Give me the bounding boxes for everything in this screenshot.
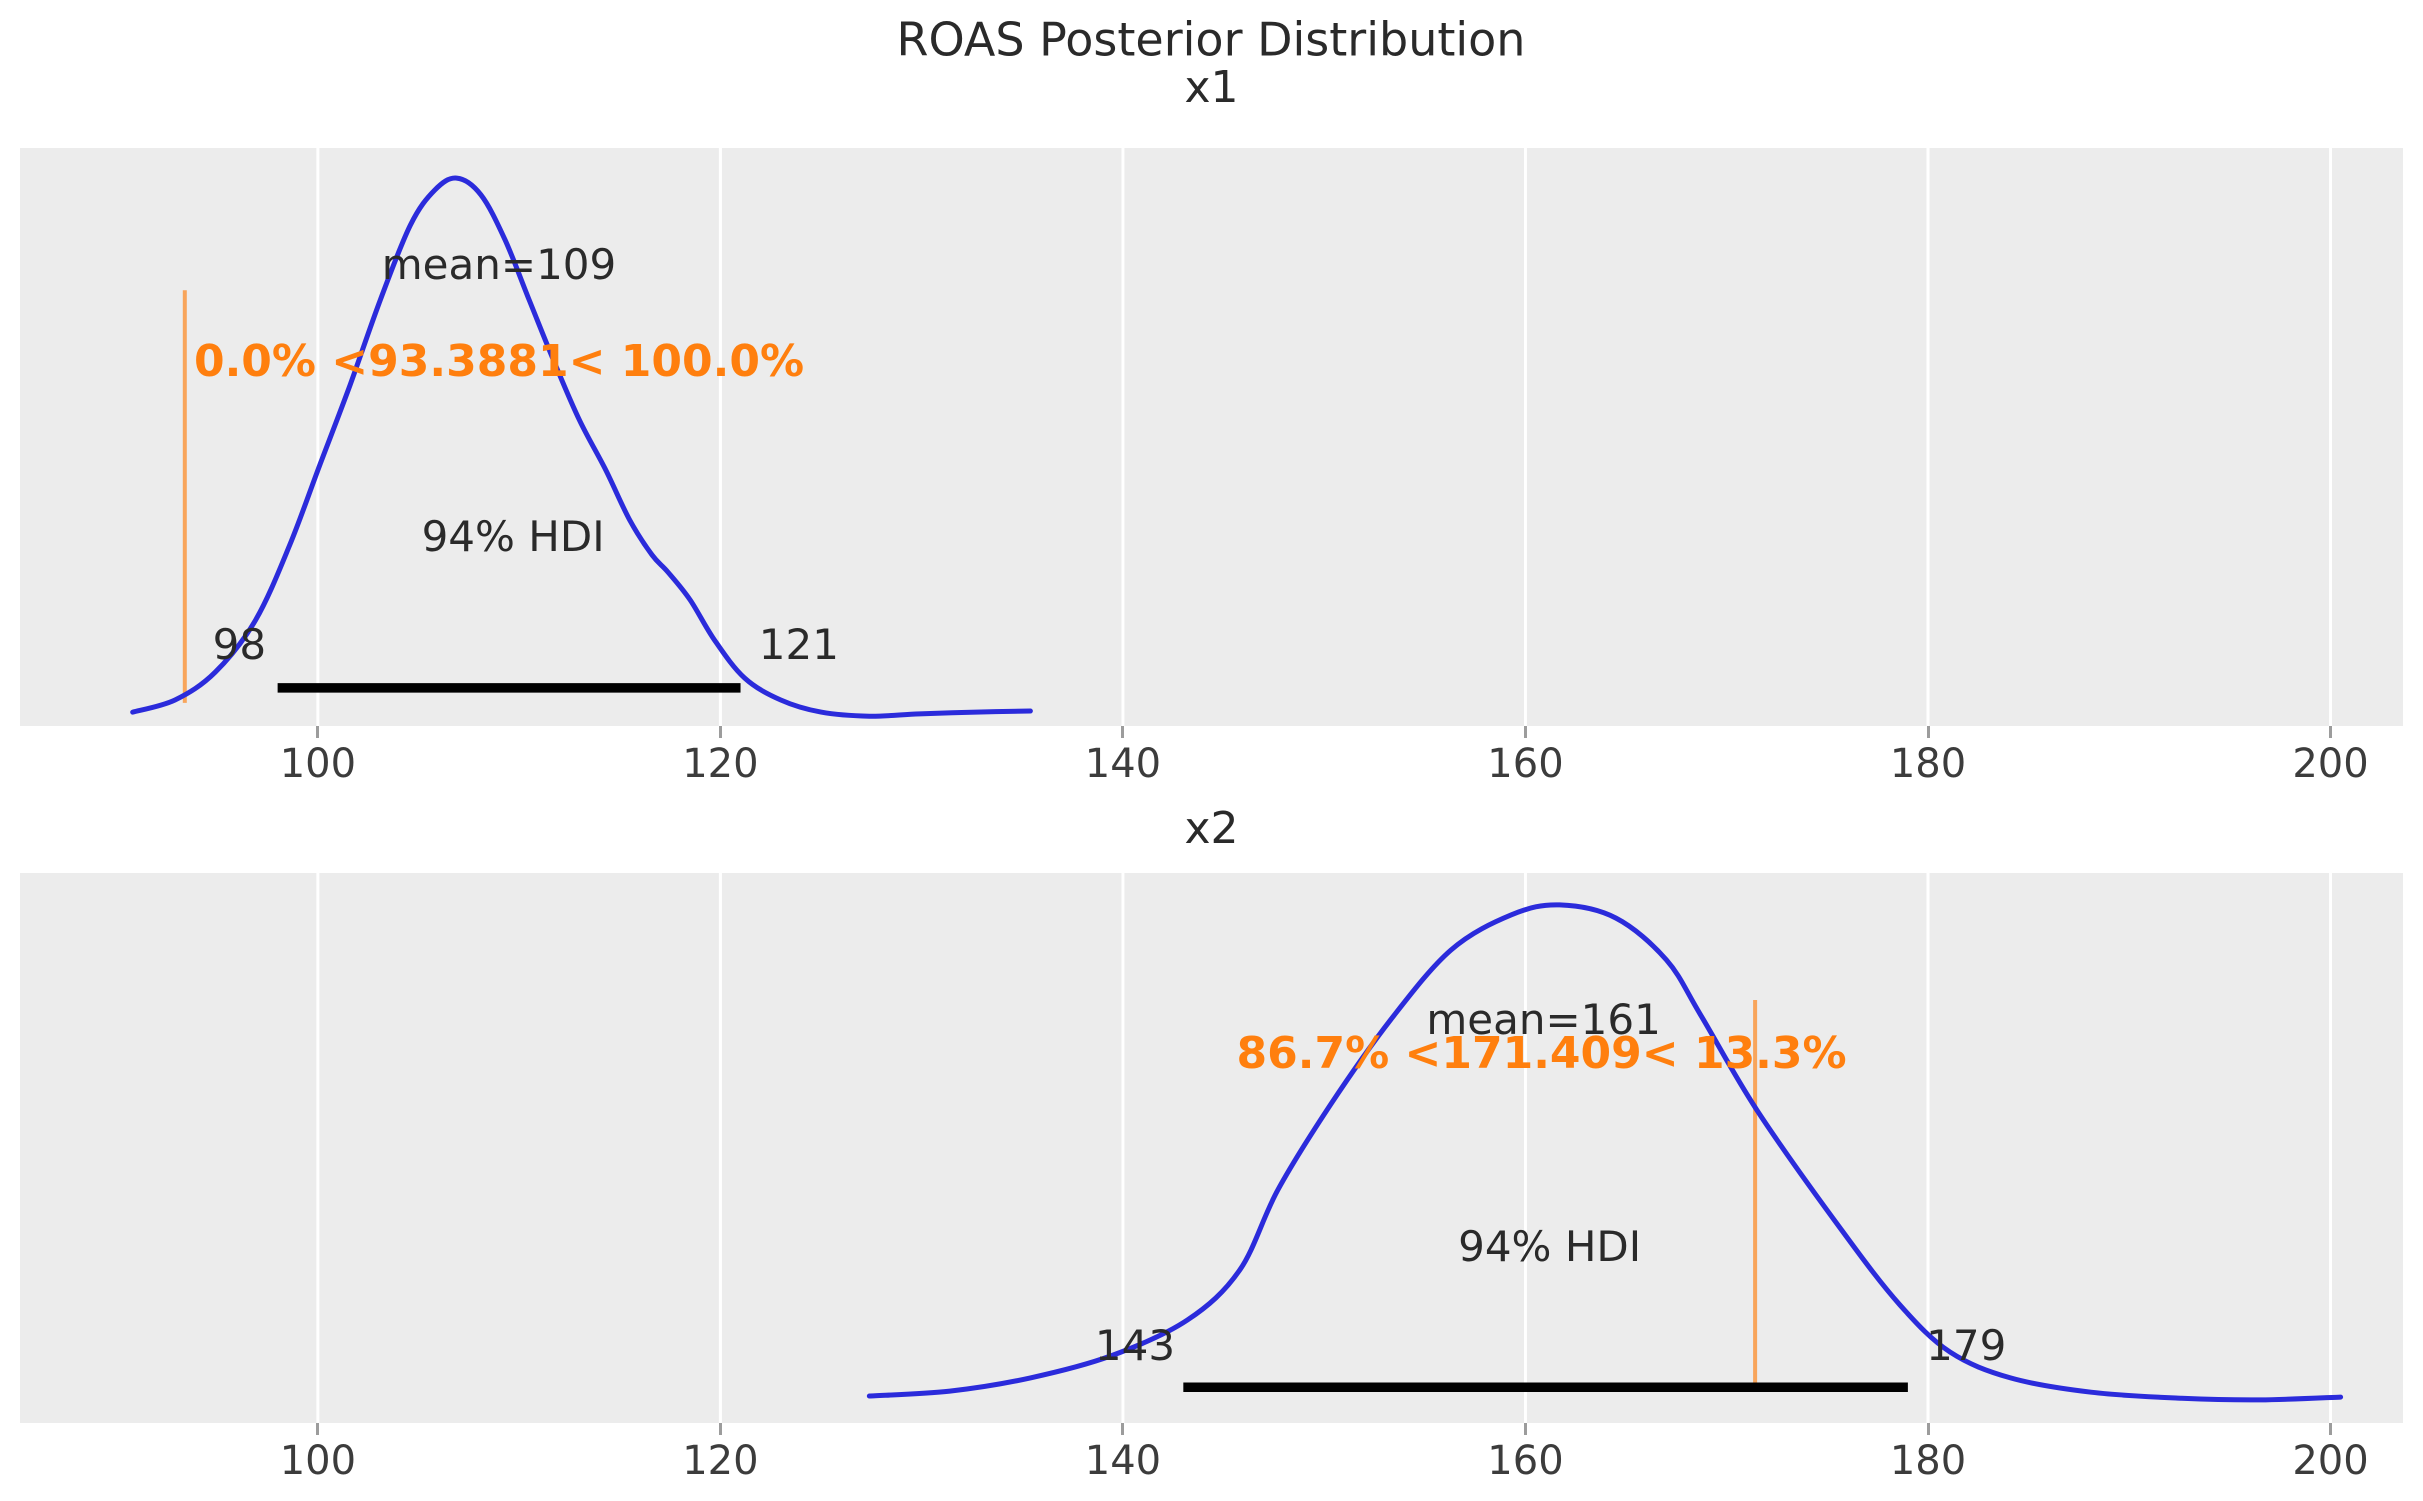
x-tick-mark [718, 1423, 722, 1435]
x-tick-label: 180 [1889, 1438, 1967, 1484]
x-tick-mark [1523, 726, 1527, 738]
x-tick-label: 180 [1889, 741, 1967, 787]
x-tick-mark [1121, 1423, 1125, 1435]
x-tick-label: 100 [279, 741, 357, 787]
ref-val-text: 0.0% <93.3881< 100.0% [193, 335, 805, 387]
mean-label: mean=161 [1426, 994, 1661, 1044]
x-tick-mark [2329, 726, 2333, 738]
x-tick-label: 120 [682, 741, 759, 787]
x-tick-label: 140 [1084, 1438, 1162, 1484]
axes-x2 [20, 873, 2403, 1423]
hdi-lower-label: 143 [1094, 1320, 1176, 1370]
mean-label: mean=109 [381, 239, 617, 289]
kde-curve-x1 [130, 175, 1033, 719]
x-tick-label: 140 [1084, 741, 1162, 787]
x-tick-label: 200 [2292, 741, 2369, 787]
ref-val-text: 86.7% <171.409< 13.3% [1236, 1027, 1847, 1079]
x-tick-label: 100 [279, 1438, 357, 1484]
kde-curve-x2 [866, 902, 2344, 1403]
subplot-title-x1: x1 [1184, 61, 1239, 113]
x-tick-label: 120 [682, 1438, 759, 1484]
subplot-title-x2: x2 [1184, 802, 1239, 854]
hdi-interval-label: 94% HDI [1458, 1221, 1642, 1271]
x-tick-mark [316, 726, 320, 738]
x-tick-label: 160 [1487, 1438, 1564, 1484]
x-tick-label: 200 [2292, 1438, 2369, 1484]
hdi-upper-label: 121 [758, 619, 839, 669]
x-tick-mark [2329, 1423, 2333, 1435]
x-tick-mark [316, 1423, 320, 1435]
axes-x1 [20, 148, 2403, 726]
hdi-lower-label: 98 [212, 619, 267, 669]
x-tick-mark [1523, 1423, 1527, 1435]
figure-title: ROAS Posterior Distribution [896, 12, 1526, 67]
x-tick-mark [1926, 726, 1930, 738]
x-tick-mark [1926, 1423, 1930, 1435]
x-tick-mark [718, 726, 722, 738]
x-tick-mark [1121, 726, 1125, 738]
plot-layer-x2 [316, 873, 2344, 1423]
hdi-upper-label: 179 [1926, 1320, 2007, 1370]
x-tick-label: 160 [1487, 741, 1564, 787]
hdi-interval-label: 94% HDI [421, 511, 605, 561]
plot-layer-x1 [130, 148, 2333, 726]
